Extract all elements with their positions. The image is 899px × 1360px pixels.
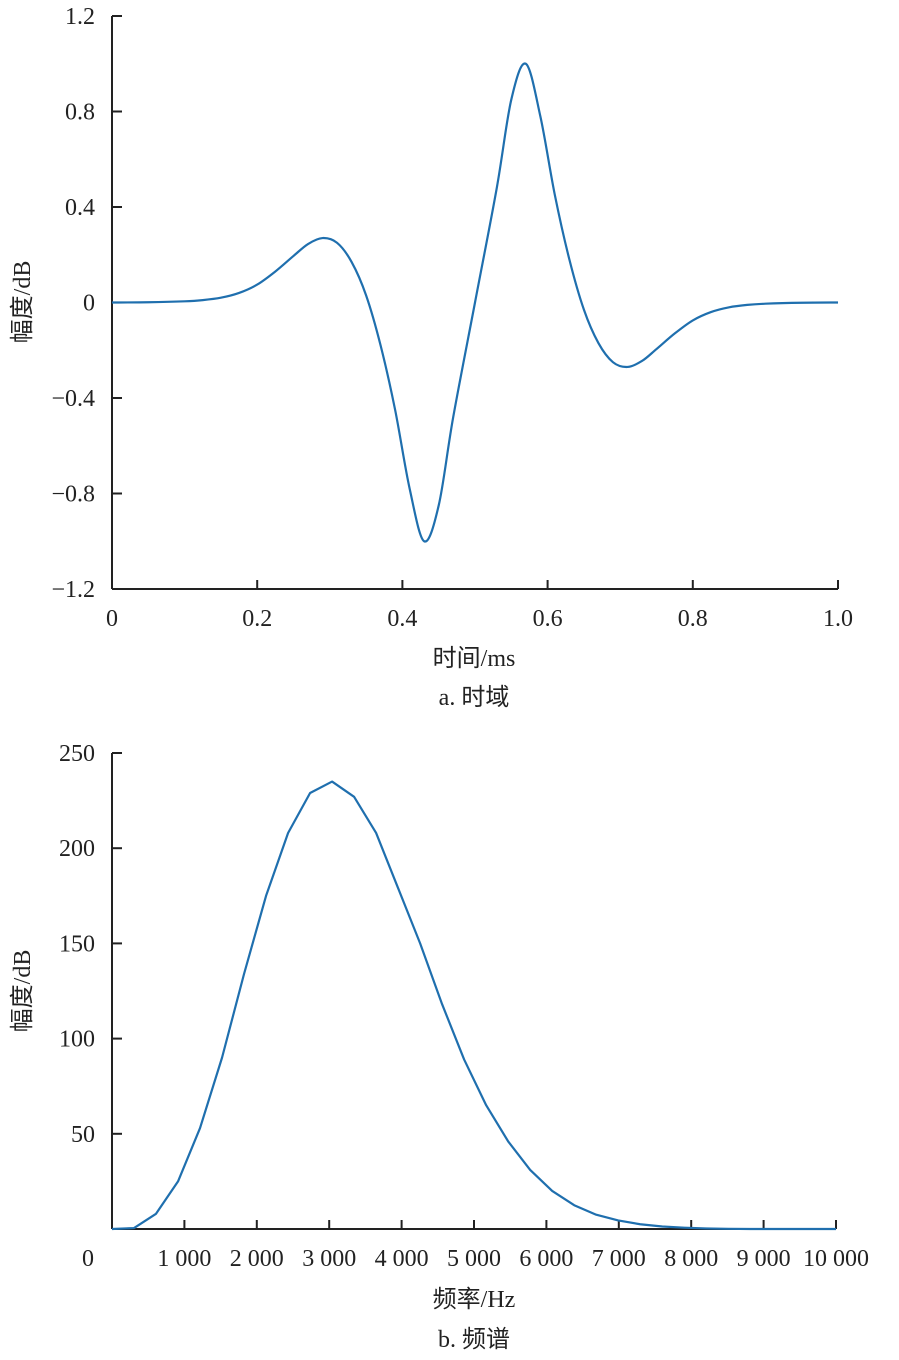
spectrum-chart: 幅度/dB 频率/Hz b. 频谱 0 1 000 2 000 3 000 4 000 5… [9, 741, 869, 1353]
chart-caption: a. 时域 [439, 684, 510, 711]
time-domain-chart: 幅度/dB 时间/ms a. 时域 0 0.2 0.4 0.6 0.8 1.0 1.2 0.8… [9, 4, 853, 711]
y-tick-label: 0.4 [65, 195, 95, 221]
x-tick-label: 2 000 [230, 1246, 284, 1272]
x-tick-label: 10 000 [803, 1246, 869, 1272]
x-tick-label: 5 000 [447, 1246, 501, 1272]
y-tick-label: 50 [71, 1122, 95, 1148]
y-tick-label: −1.2 [51, 577, 95, 603]
x-tick-label: 0.4 [387, 606, 417, 632]
x-tick-label: 0 [82, 1246, 94, 1272]
x-tick-label: 6 000 [519, 1246, 573, 1272]
x-tick-label: 8 000 [664, 1246, 718, 1272]
y-axis-label: 幅度/dB [9, 261, 36, 344]
y-tick-label: 250 [59, 741, 95, 767]
y-tick-label: 100 [59, 1027, 95, 1053]
x-tick-label: 1 000 [157, 1246, 211, 1272]
x-axis-label: 频率/Hz [433, 1286, 516, 1313]
x-axis-label: 时间/ms [433, 645, 516, 672]
x-tick-label: 1.0 [823, 606, 853, 632]
y-axis-label: 幅度/dB [9, 950, 36, 1033]
x-tick-label: 0.6 [533, 606, 563, 632]
y-tick-label: 200 [59, 836, 95, 862]
x-tick-label: 0 [106, 606, 118, 632]
x-tick-label: 9 000 [737, 1246, 791, 1272]
y-tick-label: 1.2 [65, 4, 95, 30]
x-tick-label: 0.2 [242, 606, 272, 632]
y-tick-label: −0.8 [51, 482, 95, 508]
y-tick-label: 150 [59, 931, 95, 957]
x-tick-label: 7 000 [592, 1246, 646, 1272]
y-tick-label: 0 [83, 291, 95, 317]
x-tick-label: 0.8 [678, 606, 708, 632]
series-line [111, 780, 836, 1231]
x-tick-label: 3 000 [302, 1246, 356, 1272]
chart-caption: b. 频谱 [438, 1326, 510, 1353]
y-tick-label: −0.4 [51, 386, 95, 412]
y-tick-label: 0.8 [65, 100, 95, 126]
x-tick-label: 4 000 [375, 1246, 429, 1272]
